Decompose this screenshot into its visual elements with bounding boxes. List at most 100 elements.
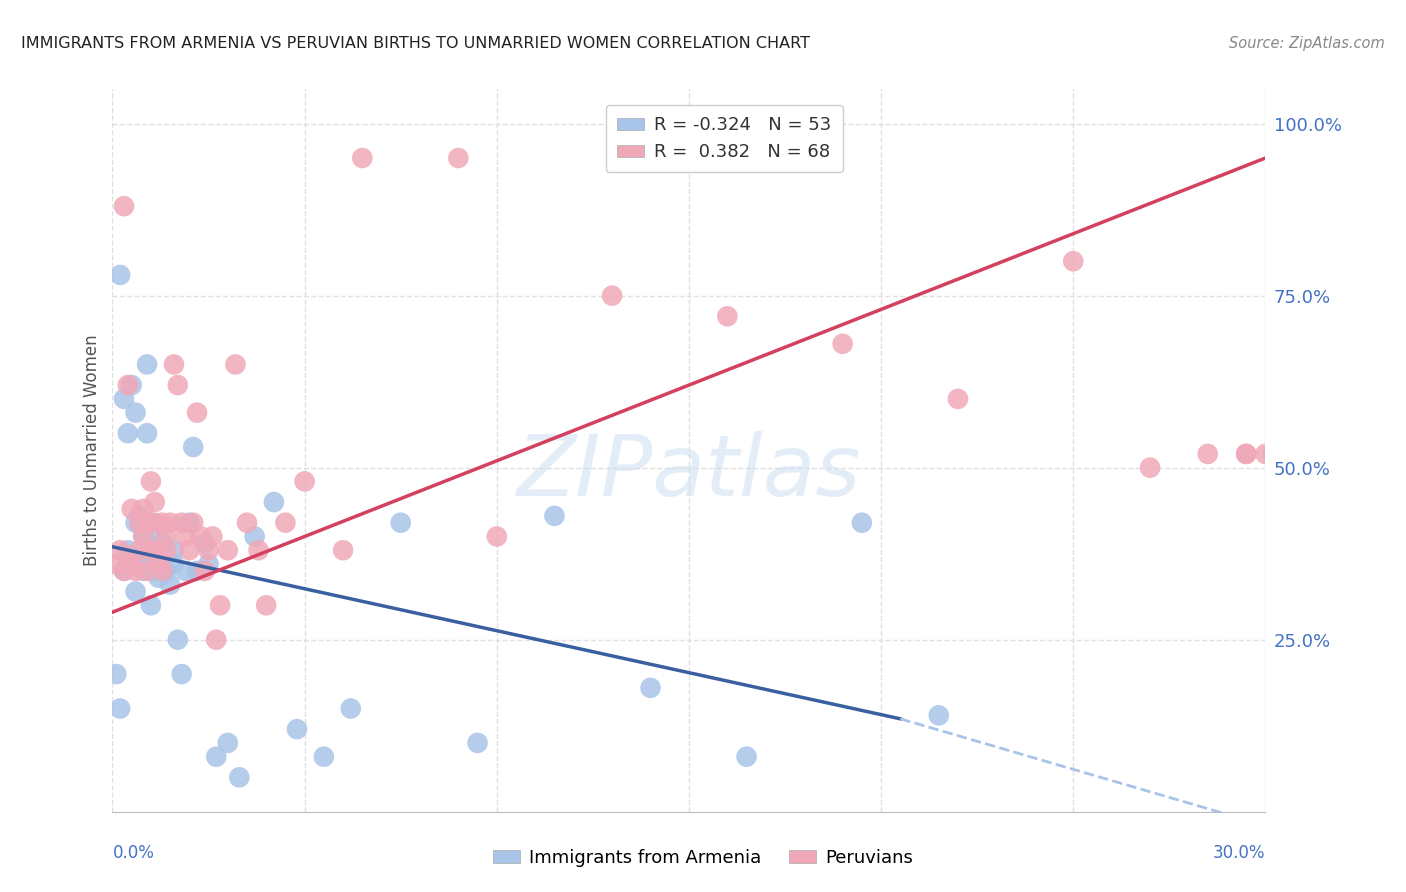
Point [166,632,188,647]
Point [170,667,193,681]
Point [179,543,201,558]
Point [274,516,297,530]
Point [1234,447,1257,461]
Point [851,516,873,530]
Point [205,749,228,764]
Point [263,495,285,509]
Point [224,358,246,372]
Point [155,543,177,558]
Point [1261,447,1284,461]
Point [128,550,150,565]
Point [108,268,131,282]
Point [1197,447,1219,461]
Point [132,529,155,543]
Text: 0.0%: 0.0% [112,844,155,863]
Point [186,406,208,420]
Point [136,358,159,372]
Point [132,529,155,543]
Point [117,378,139,392]
Point [124,564,146,578]
Point [148,571,170,585]
Text: Source: ZipAtlas.com: Source: ZipAtlas.com [1229,36,1385,51]
Point [155,529,177,543]
Point [152,516,174,530]
Point [467,736,489,750]
Point [124,584,146,599]
Point [190,529,212,543]
Point [108,701,131,715]
Point [485,529,508,543]
Point [139,550,162,565]
Point [121,557,143,571]
Point [124,406,146,420]
Text: 30.0%: 30.0% [1213,844,1265,863]
Point [946,392,969,406]
Point [121,378,143,392]
Point [447,151,470,165]
Point [194,564,217,578]
Point [155,564,177,578]
Point [243,529,266,543]
Point [174,529,197,543]
Point [179,516,201,530]
Point [217,736,239,750]
Point [735,749,758,764]
Legend: Immigrants from Armenia, Peruvians: Immigrants from Armenia, Peruvians [486,842,920,874]
Point [139,516,162,530]
Point [831,336,853,351]
Point [194,536,217,550]
Point [600,288,623,302]
Text: IMMIGRANTS FROM ARMENIA VS PERUVIAN BIRTHS TO UNMARRIED WOMEN CORRELATION CHART: IMMIGRANTS FROM ARMENIA VS PERUVIAN BIRT… [21,36,810,51]
Point [148,557,170,571]
Point [128,543,150,558]
Point [159,516,181,530]
Point [1274,447,1296,461]
Point [228,770,250,784]
Point [139,475,162,489]
Point [132,502,155,516]
Point [136,564,159,578]
Point [1292,447,1315,461]
Point [124,516,146,530]
Point [389,516,412,530]
Point [247,543,270,558]
Point [1292,447,1315,461]
Point [1261,447,1284,461]
Point [166,378,188,392]
Point [209,599,232,613]
Point [236,516,259,530]
Point [294,475,316,489]
Point [181,440,204,454]
Point [121,557,143,571]
Y-axis label: Births to Unmarried Women: Births to Unmarried Women [83,334,101,566]
Point [1234,447,1257,461]
Point [163,557,186,571]
Point [152,536,174,550]
Point [108,543,131,558]
Point [117,557,139,571]
Legend: R = -0.324   N = 53, R =  0.382   N = 68: R = -0.324 N = 53, R = 0.382 N = 68 [606,105,842,172]
Point [159,577,181,591]
Text: ZIPatlas: ZIPatlas [517,431,860,514]
Point [1062,254,1084,268]
Point [136,426,159,441]
Point [285,722,308,736]
Point [112,564,135,578]
Point [152,564,174,578]
Point [121,502,143,516]
Point [128,516,150,530]
Point [217,543,239,558]
Point [543,508,565,523]
Point [112,392,135,406]
Point [186,564,208,578]
Point [201,529,224,543]
Point [197,557,219,571]
Point [105,667,128,681]
Point [1285,447,1308,461]
Point [143,543,166,558]
Point [716,310,738,324]
Point [640,681,662,695]
Point [1139,460,1161,475]
Point [254,599,277,613]
Point [112,199,135,213]
